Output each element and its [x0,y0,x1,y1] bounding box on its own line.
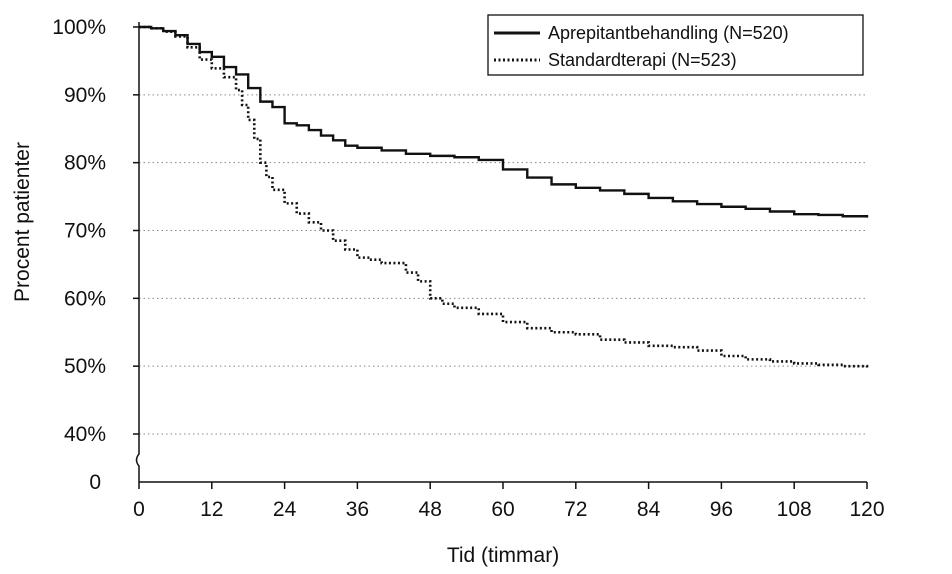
y-tick-label: 40% [64,423,106,446]
series-lines [139,25,869,368]
x-tick-label: 120 [849,498,884,521]
legend-box [487,14,864,76]
x-tick-label: 108 [777,498,812,521]
legend-label-standard: Standardterapi (N=523) [548,50,737,70]
y-tick-label: 100% [52,16,106,39]
y-tick-label: 80% [64,152,106,175]
y-tick-label: 50% [64,355,106,378]
series-line-standard [139,25,869,368]
x-tick-label: 72 [564,498,587,521]
legend-label-aprepitant: Aprepitantbehandling (N=520) [548,23,789,43]
x-tick-label: 60 [491,498,514,521]
y-axis-title: Procent patienter [11,142,34,302]
series-line-aprepitant [139,25,869,218]
x-ticks: 0 12 24 36 48 60 72 84 96 108 120 [133,482,885,521]
x-tick-label: 24 [273,498,297,521]
y-tick-label: 70% [64,220,106,243]
axis-break-icon [135,448,140,482]
y-tick-label: 60% [64,287,106,310]
x-tick-label: 96 [710,498,733,521]
x-axis-title: Tid (timmar) [447,544,559,567]
x-tick-label: 12 [200,498,223,521]
x-tick-label: 84 [637,498,661,521]
legend: Aprepitantbehandling (N=520) Standardter… [487,14,864,76]
x-tick-label: 36 [346,498,369,521]
gridlines [139,94,867,435]
x-tick-label: 0 [133,498,145,521]
axes [135,22,867,483]
y-tick-label: 90% [64,84,106,107]
y-ticks: 100% 90% 80% 70% 60% 50% 40% [52,16,139,446]
y-tick-label-zero: 0 [89,471,101,494]
x-tick-label: 48 [419,498,442,521]
